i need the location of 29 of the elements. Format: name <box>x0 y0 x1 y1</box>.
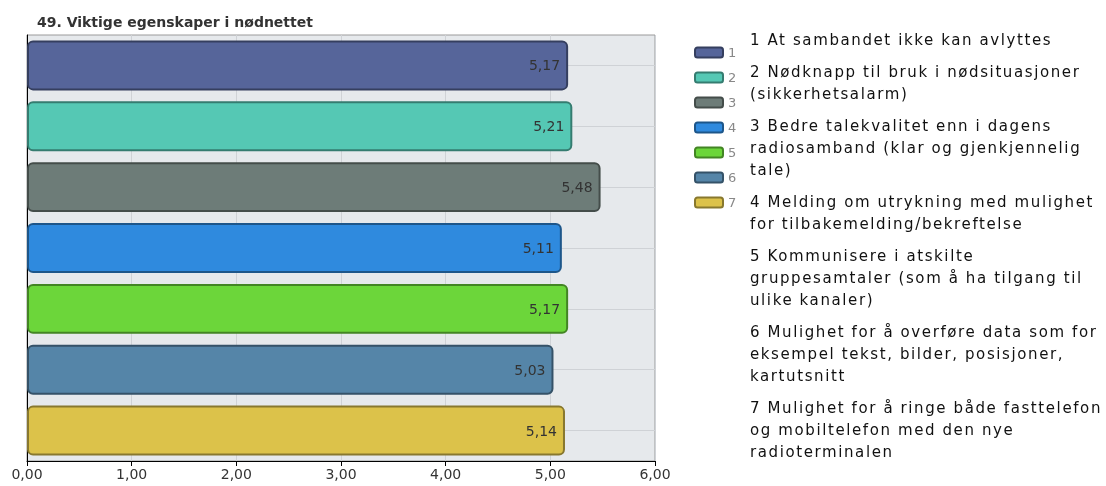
data-label: 5,17 <box>528 57 561 74</box>
text: 6 Mulighet for å overføre data som for eksempel tekst, bilder, posisjoner, kartutsnitt <box>750 322 1099 387</box>
legend-label: 1 <box>728 45 737 60</box>
data-label: 5,17 <box>528 300 561 317</box>
text: 5 Kommunisere i atskilte gruppesamtaler (som å ha tilgang til ulike kanaler) <box>750 246 1084 311</box>
data-label: 5,03 <box>514 361 546 378</box>
data-label: 5,14 <box>525 422 558 439</box>
chart-title: 49. Viktige egenskaper i nødnettet <box>37 14 314 30</box>
x-tick-label: 0,00 <box>11 466 43 482</box>
legend-label: 6 <box>728 170 737 185</box>
text: 7 Mulighet for å ringe både fasttelefon og mobiltelefon med den nye radioterminalen <box>750 398 1103 463</box>
text: 3 Bedre talekvalitet enn i dagens radiosamband (klar og gjenkjennelig tale) <box>750 116 1083 181</box>
data-label: 5,21 <box>533 118 565 135</box>
x-tick-label: 5,00 <box>534 466 566 482</box>
x-tick-label: 4,00 <box>430 466 462 482</box>
text: 1 At sambandet ikke kan avlyttes <box>750 30 1054 51</box>
data-label: 5,48 <box>561 179 593 196</box>
legend-label: 2 <box>728 70 737 85</box>
x-tick-label: 2,00 <box>220 466 252 482</box>
data-label: 5,11 <box>522 240 554 256</box>
legend-label: 4 <box>728 120 737 135</box>
text: 4 Melding om utrykning med mulighet for tilbakemelding/bekreftelse <box>750 192 1095 235</box>
text: 2 Nødknapp til bruk i nødsituasjoner (sikkerhetsalarm) <box>750 62 1082 105</box>
x-tick-label: 6,00 <box>639 466 671 482</box>
legend-label: 3 <box>728 95 737 110</box>
x-tick-label: 3,00 <box>325 466 357 482</box>
x-tick-label: 1,00 <box>116 466 148 482</box>
legend-label: 5 <box>728 145 737 160</box>
legend-label: 7 <box>728 195 737 210</box>
